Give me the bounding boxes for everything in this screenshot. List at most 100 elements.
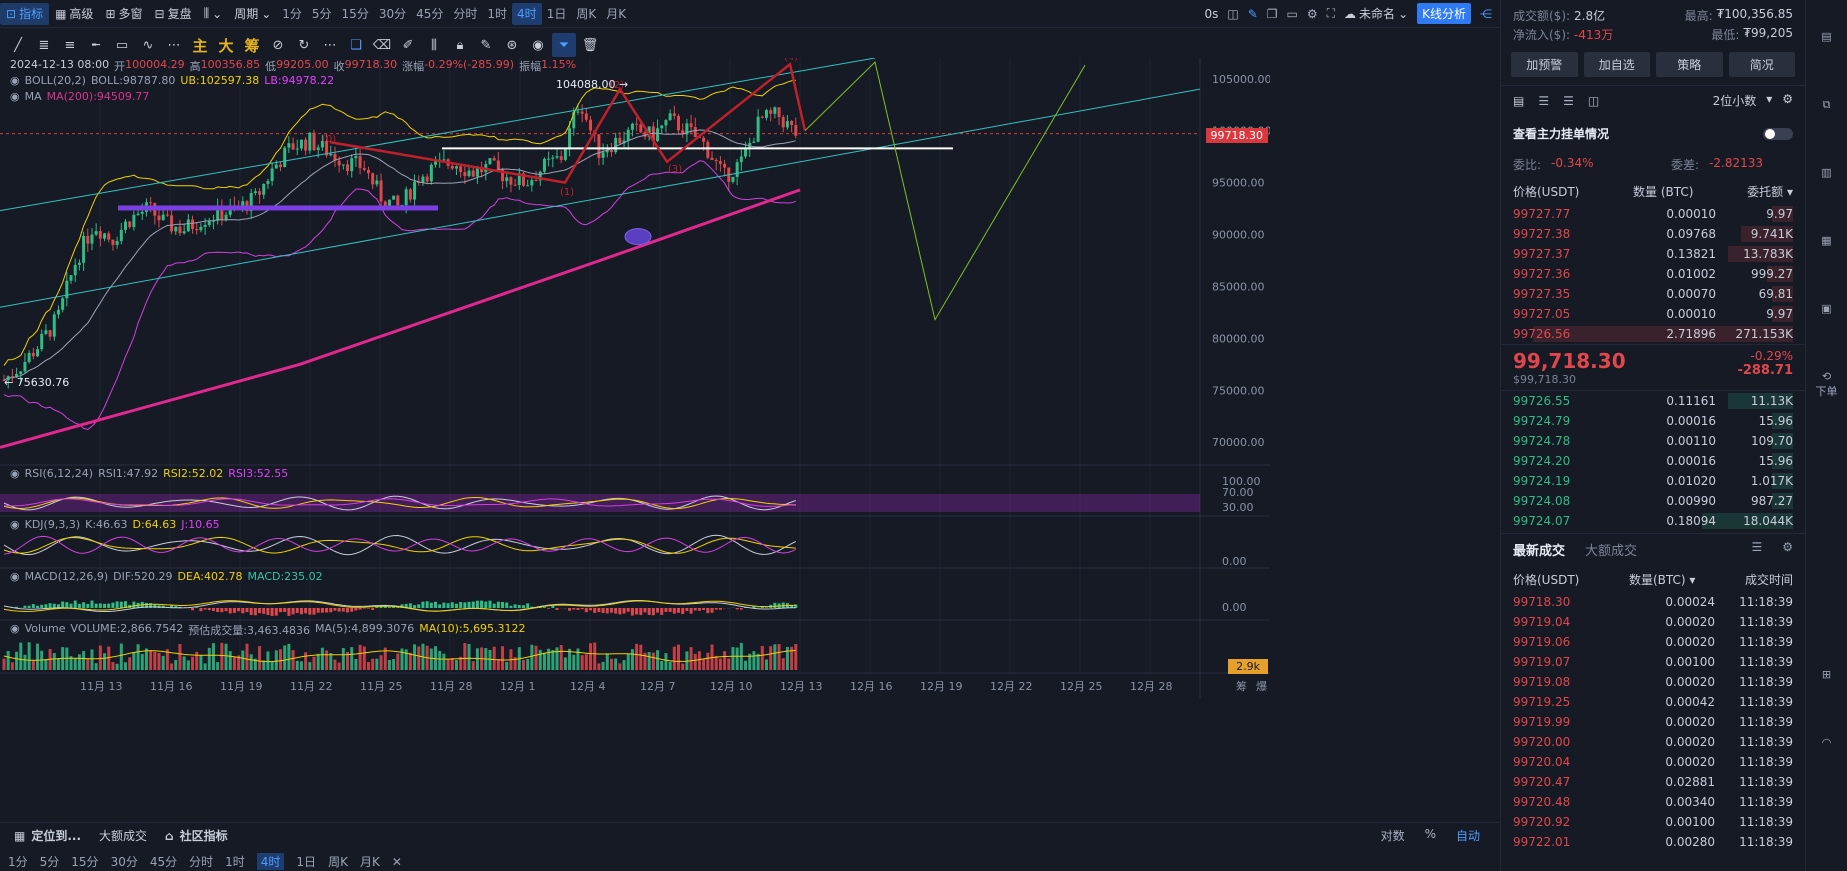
timeframe-tab[interactable]: 15分	[341, 7, 369, 21]
auto-scale-button[interactable]: 自动	[1455, 829, 1480, 843]
fullscreen-icon[interactable]: ⛶	[1326, 6, 1336, 20]
eye-icon[interactable]: ◉	[10, 467, 20, 480]
share-icon[interactable]: ⋲	[1480, 6, 1492, 21]
brush-icon[interactable]: ✐	[402, 37, 414, 53]
kline-analysis-button[interactable]: K线分析	[1417, 3, 1471, 24]
bottom-timeframe-tab[interactable]: 15分	[71, 855, 99, 869]
depth-bids-icon[interactable]: ☰	[1538, 93, 1550, 108]
bottom-timeframe-tab[interactable]: 月K	[359, 855, 380, 869]
panel-action-button[interactable]: 加预警	[1511, 52, 1578, 77]
trendline-icon[interactable]: ╱	[14, 37, 22, 53]
main-orders-toggle[interactable]	[1763, 127, 1793, 140]
bottom-timeframe-tab[interactable]: 周K	[328, 855, 348, 869]
bottom-timeframe-tab[interactable]: 4时	[256, 853, 285, 870]
copy-icon[interactable]: ❏	[350, 37, 362, 53]
eraser-icon[interactable]: ⌫	[372, 37, 392, 53]
bottom-timeframe-tab[interactable]: 1时	[225, 855, 245, 869]
ask-row[interactable]: 99727.38 0.09768 9.741K	[1501, 224, 1805, 244]
tab-big-trades[interactable]: 大额成交	[1585, 544, 1638, 559]
eye-icon[interactable]: ◉	[10, 90, 20, 103]
main-force-button[interactable]: 主	[192, 36, 208, 55]
ma-legend[interactable]: ◉ MA MA(200):94509.77	[10, 90, 149, 103]
order-button[interactable]: ⟲ 下单	[1816, 370, 1838, 398]
big-order-button[interactable]: 大	[218, 36, 234, 55]
advanced-button[interactable]: ▦ 高级	[49, 3, 99, 25]
chip-button[interactable]: 筹	[244, 36, 260, 55]
timeframe-tab[interactable]: 月K	[606, 7, 627, 21]
timeframe-tab[interactable]: 1日	[546, 7, 567, 21]
layout-icon[interactable]: ⊞	[1821, 668, 1832, 681]
orders-icon[interactable]: ▣	[1821, 302, 1832, 315]
chart-canvas[interactable]: 105000.00100000.0095000.0090000.0085000.…	[0, 58, 1270, 828]
period-dropdown[interactable]: 周期 ⌄	[228, 3, 277, 25]
filter-icon[interactable]: ⏷	[552, 33, 576, 57]
timeframe-tab[interactable]: 5分	[311, 7, 332, 21]
ob-total-header[interactable]: 委托额 ▾	[1747, 185, 1793, 199]
hierarchy-icon[interactable]: ⧉	[1822, 98, 1831, 111]
list-icon[interactable]: ☰	[1751, 540, 1763, 554]
ask-row[interactable]: 99727.36 0.01002 999.27	[1501, 264, 1805, 284]
ask-row[interactable]: 99727.35 0.00070 69.81	[1501, 284, 1805, 304]
timeframe-tab[interactable]: 1分	[282, 7, 302, 21]
panel-action-button[interactable]: 简况	[1728, 52, 1795, 77]
eye-icon[interactable]: ◉	[532, 37, 544, 53]
big-trades-button[interactable]: 大额成交	[99, 827, 147, 844]
refresh-icon[interactable]: ↻	[298, 37, 310, 53]
chart-type-button[interactable]: ⫼ ⌄	[198, 3, 229, 25]
depth-asks-icon[interactable]: ☰	[1563, 93, 1574, 108]
bid-row[interactable]: 99724.20 0.00016 15.96	[1501, 451, 1805, 471]
macd-legend[interactable]: ◉ MACD(12,26,9) DIF:520.29 DEA:402.78 MA…	[10, 570, 323, 583]
eye-icon[interactable]: ◉	[10, 74, 20, 87]
trade-qty-header[interactable]: 数量(BTC) ▾	[1628, 573, 1696, 587]
pencil-icon[interactable]: ✎	[1247, 6, 1258, 21]
bid-row[interactable]: 99724.07 0.18094 18.044K	[1501, 511, 1805, 531]
bid-row[interactable]: 99724.79 0.00016 15.96	[1501, 411, 1805, 431]
timeframe-tab[interactable]: 45分	[416, 7, 444, 21]
document-icon[interactable]: ▤	[1821, 30, 1832, 43]
ask-row[interactable]: 99727.37 0.13821 13.783K	[1501, 244, 1805, 264]
ruler-icon[interactable]: ⋯	[323, 37, 337, 53]
trash-icon[interactable]: 🗑︎	[581, 37, 599, 53]
panel-action-button[interactable]: 加自选	[1583, 52, 1650, 77]
timeframe-tab[interactable]: 4时	[512, 2, 542, 25]
bid-row[interactable]: 99724.08 0.00990 987.27	[1501, 491, 1805, 511]
camera-icon[interactable]: ◫	[1227, 6, 1239, 21]
timeframe-tab[interactable]: 周K	[576, 7, 597, 21]
tab-latest-trades[interactable]: 最新成交	[1513, 544, 1566, 559]
rsi-legend[interactable]: ◉ RSI(6,12,24) RSI1:47.92 RSI2:52.02 RSI…	[10, 467, 288, 480]
magnet-icon[interactable]: ⊘	[272, 37, 284, 53]
eye-icon[interactable]: ◉	[10, 622, 20, 635]
volume-legend[interactable]: ◉ Volume VOLUME:2,866.7542 预估成交量:3,463.4…	[10, 622, 526, 638]
percent-scale-button[interactable]: %	[1424, 827, 1436, 841]
eye-icon[interactable]: ◉	[10, 518, 20, 531]
replay-button[interactable]: ⊟ 复盘	[149, 3, 198, 25]
cloud-layout-dropdown[interactable]: ☁ 未命名 ⌄	[1344, 5, 1408, 22]
parallel-channel-icon[interactable]: ≡	[64, 37, 76, 53]
ask-row[interactable]: 99726.56 2.71896 271.153K	[1501, 324, 1805, 344]
bottom-timeframe-tab[interactable]: 分时	[189, 855, 214, 869]
eye-icon[interactable]: ◉	[10, 570, 20, 583]
bar-chart-icon[interactable]: ▥	[1821, 166, 1832, 179]
gear-icon[interactable]: ⚙	[1782, 92, 1793, 106]
bottom-timeframe-tab[interactable]: 1分	[8, 855, 28, 869]
bottom-timeframe-tab[interactable]: 5分	[39, 855, 60, 869]
main-orders-row[interactable]: 查看主力挂单情况	[1501, 115, 1805, 152]
candle-icon[interactable]: ⫼	[431, 37, 437, 53]
more-dots-icon[interactable]: ⋯	[167, 37, 181, 53]
lock-icon[interactable]: 🔒︎	[456, 37, 464, 53]
chart-area[interactable]: 105000.00100000.0095000.0090000.0085000.…	[0, 58, 1270, 828]
depth-both-icon[interactable]: ▤	[1513, 93, 1525, 108]
wave-icon[interactable]: ∿	[142, 37, 154, 53]
community-indicators-button[interactable]: ⌂ 社区指标	[165, 827, 228, 844]
ask-row[interactable]: 99727.05 0.00010 9.97	[1501, 304, 1805, 324]
timeframe-tab[interactable]: 1时	[487, 7, 508, 21]
timeframe-tab[interactable]: 30分	[378, 7, 407, 21]
fib-icon[interactable]: ≣	[38, 37, 50, 53]
horizontal-line-icon[interactable]: ╾	[92, 37, 100, 53]
panel-action-button[interactable]: 策略	[1656, 52, 1723, 77]
locate-button[interactable]: ▦ 定位到...	[14, 827, 81, 844]
kdj-legend[interactable]: ◉ KDJ(9,3,3) K:46.63 D:64.63 J:10.65	[10, 518, 220, 531]
timeframe-tab[interactable]: 分时	[453, 7, 478, 21]
indicators-button[interactable]: ⊡ 指标	[0, 2, 50, 25]
headset-icon[interactable]: ◠	[1821, 736, 1832, 749]
